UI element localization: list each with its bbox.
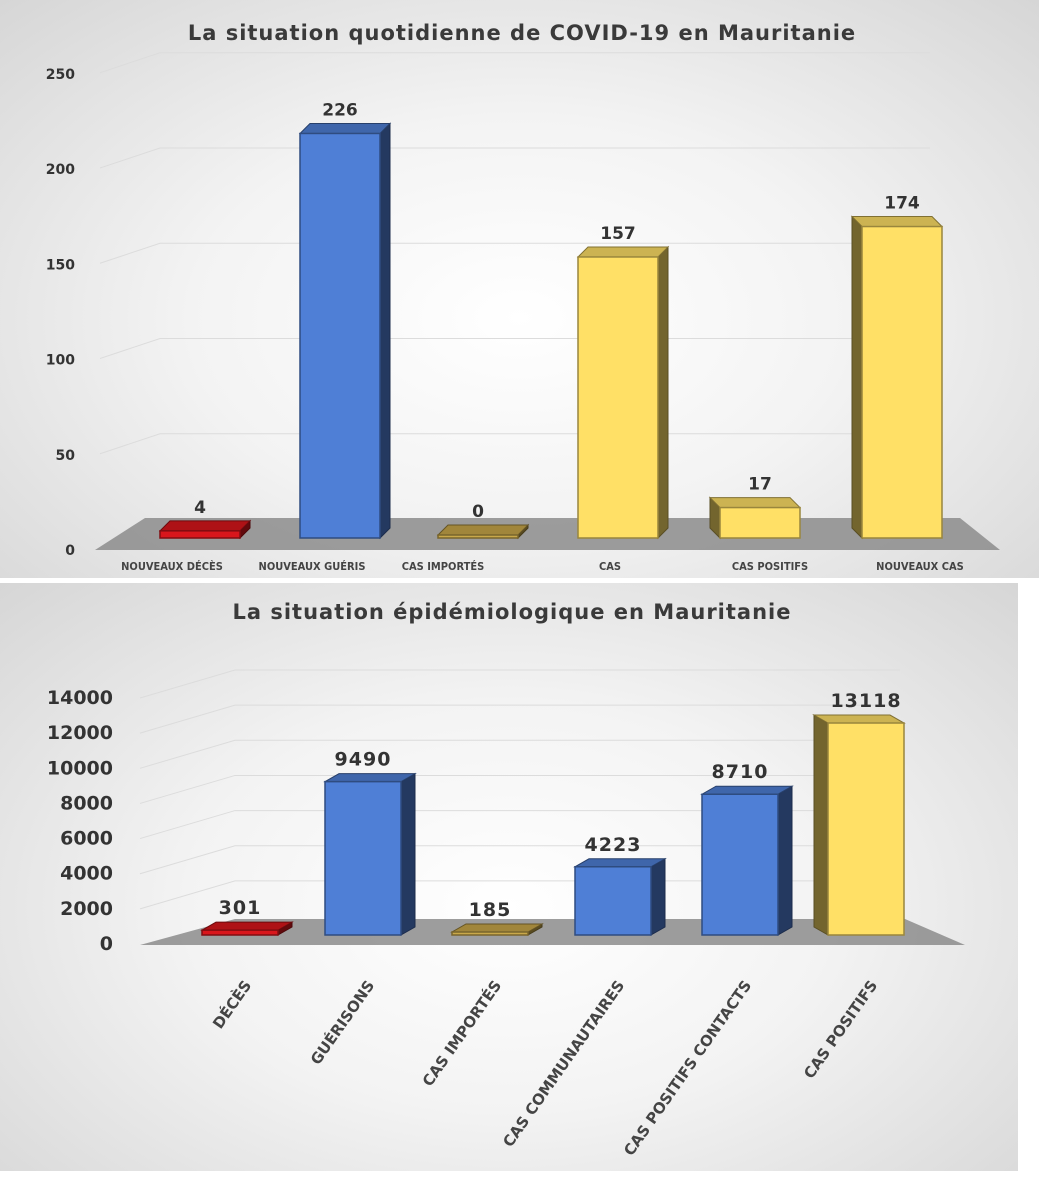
y-tick-label: 12000 — [47, 722, 113, 744]
epidemiological-situation-chart: La situation épidémiologique en Mauritan… — [0, 583, 1018, 1171]
gridline — [99, 147, 930, 169]
bar-3 — [577, 256, 659, 539]
bar-side — [813, 714, 829, 936]
x-tick-label: NOUVEAUX CAS — [876, 560, 964, 573]
daily-situation-chart: La situation quotidienne de COVID-19 en … — [0, 0, 1039, 578]
x-tick-label: CAS COMMUNAUTAIRES — [499, 977, 628, 1150]
data-label: 157 — [600, 224, 636, 244]
bar-top — [298, 122, 392, 134]
bar-top — [450, 923, 544, 933]
bar-side — [657, 245, 669, 540]
y-tick-label: 6000 — [60, 828, 113, 850]
x-tick-label: NOUVEAUX DÉCÈS — [121, 560, 223, 573]
bar-1 — [324, 780, 402, 936]
gridline — [139, 810, 900, 840]
data-label: 9490 — [335, 749, 392, 771]
gridline — [139, 845, 900, 875]
bar-5 — [861, 225, 943, 539]
x-tick-label: CAS — [599, 560, 621, 573]
data-label: 8710 — [712, 761, 769, 783]
data-label: 0 — [472, 502, 484, 522]
data-label: 17 — [748, 475, 772, 495]
bar-4 — [719, 506, 801, 539]
y-tick-label: 14000 — [47, 687, 113, 709]
epidemiological-chart-svg: La situation épidémiologique en Mauritan… — [47, 600, 965, 1159]
data-label: 301 — [219, 897, 262, 919]
bar-0 — [201, 929, 279, 936]
bar-top — [573, 858, 667, 868]
data-label: 13118 — [830, 690, 901, 712]
bar-top — [200, 921, 294, 931]
daily-chart-svg: La situation quotidienne de COVID-19 en … — [46, 21, 1000, 573]
y-tick-label: 200 — [46, 162, 75, 178]
bar-2 — [437, 534, 519, 539]
gridline — [139, 774, 900, 804]
bar-5 — [827, 722, 905, 936]
gridline — [139, 880, 900, 910]
y-tick-label: 100 — [46, 353, 75, 369]
bar-top — [812, 714, 906, 724]
gridline — [99, 242, 930, 264]
gridline — [139, 739, 900, 769]
y-tick-label: 10000 — [47, 757, 113, 779]
y-tick-label: 150 — [46, 257, 75, 273]
gridline — [139, 704, 900, 734]
bar-4 — [701, 793, 779, 936]
bar-side — [851, 215, 863, 540]
x-tick-label: CAS IMPORTÉS — [418, 976, 505, 1089]
y-tick-label: 250 — [46, 67, 75, 83]
bar-3 — [574, 866, 652, 936]
y-tick-label: 8000 — [60, 792, 113, 814]
y-tick-label: 0 — [100, 933, 113, 955]
gridline — [139, 669, 900, 699]
y-tick-label: 4000 — [60, 863, 113, 885]
bar-top — [700, 785, 794, 795]
bar-side — [777, 785, 793, 936]
bar-2 — [451, 931, 529, 936]
chart-title: La situation quotidienne de COVID-19 en … — [188, 21, 856, 45]
gridline — [99, 52, 930, 74]
x-tick-label: CAS IMPORTÉS — [402, 560, 484, 573]
bar-top — [158, 520, 252, 532]
gridline — [99, 338, 930, 359]
gridline — [99, 433, 930, 455]
x-tick-label: CAS POSITIFS — [732, 560, 808, 573]
bar-1 — [299, 132, 381, 539]
x-tick-label: NOUVEAUX GUÉRIS — [259, 560, 366, 573]
bar-top — [576, 246, 670, 258]
chart-title: La situation épidémiologique en Mauritan… — [233, 600, 792, 624]
bar-0 — [159, 530, 241, 539]
x-tick-label: GUÉRISONS — [306, 976, 378, 1068]
x-tick-label: CAS POSITIFS — [800, 977, 881, 1082]
bar-top — [708, 497, 802, 509]
data-label: 226 — [322, 100, 358, 120]
data-label: 4 — [194, 498, 206, 518]
bar-side — [379, 122, 391, 540]
bar-top — [323, 773, 417, 783]
bar-side — [650, 857, 666, 936]
data-label: 174 — [884, 194, 920, 214]
x-tick-label: DÉCÈS — [208, 976, 255, 1032]
bar-top — [436, 524, 530, 536]
x-tick-label: CAS POSITIFS CONTACTS — [620, 977, 755, 1159]
y-tick-label: 2000 — [60, 898, 113, 920]
y-tick-label: 0 — [65, 543, 75, 559]
bar-top — [850, 216, 944, 228]
bar-side — [400, 772, 416, 936]
data-label: 4223 — [585, 834, 642, 856]
y-tick-label: 50 — [56, 448, 76, 464]
data-label: 185 — [469, 899, 512, 921]
